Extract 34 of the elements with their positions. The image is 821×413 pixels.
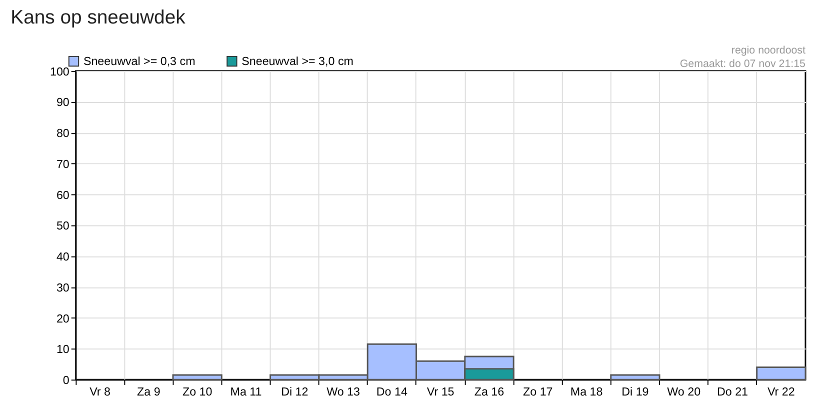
y-tick-label: 60 xyxy=(56,188,70,202)
y-tick-label: 40 xyxy=(56,250,70,264)
legend-label: Sneeuwval >= 3,0 cm xyxy=(242,55,354,68)
bar xyxy=(610,374,660,380)
x-tick-label: Di 12 xyxy=(281,386,308,399)
x-tick-label: Wo 20 xyxy=(667,386,702,399)
x-tick-label: Di 19 xyxy=(622,386,649,399)
x-tick-label: Vr 15 xyxy=(426,386,454,399)
x-tick-label: Za 16 xyxy=(474,386,504,399)
text: Gemaakt: do 07 nov 21:15 xyxy=(680,58,806,70)
x-tick-label: Za 9 xyxy=(137,386,160,399)
y-tick-label: 90 xyxy=(56,96,70,110)
x-tick-label: Wo 13 xyxy=(326,386,360,399)
legend-label: Sneeuwval >= 0,3 cm xyxy=(83,55,196,68)
x-tick-label: Zo 17 xyxy=(523,386,553,399)
y-tick-label: 70 xyxy=(56,158,70,171)
y-tick-label: 100 xyxy=(50,65,70,78)
x-tick-label: Do 21 xyxy=(716,386,748,399)
x-tick-label: Do 14 xyxy=(376,386,408,399)
x-tick-label: Vr 8 xyxy=(90,386,110,399)
y-tick-label: 80 xyxy=(56,127,70,140)
x-tick-label: Vr 22 xyxy=(767,386,795,399)
x-tick-label: Ma 11 xyxy=(230,386,262,399)
chart-title: Kans op sneeuwdek xyxy=(10,6,186,28)
y-tick-label: 20 xyxy=(56,312,70,326)
x-tick-label: Ma 18 xyxy=(570,386,603,399)
y-tick-label: 10 xyxy=(56,343,70,356)
x-tick-label: Zo 10 xyxy=(182,386,213,399)
y-tick-label: 50 xyxy=(56,220,70,233)
text: regio noordoost xyxy=(731,44,806,57)
y-tick-label: 30 xyxy=(56,281,70,294)
bar xyxy=(756,366,806,380)
y-tick-label: 0 xyxy=(62,374,70,387)
bar xyxy=(172,374,222,380)
